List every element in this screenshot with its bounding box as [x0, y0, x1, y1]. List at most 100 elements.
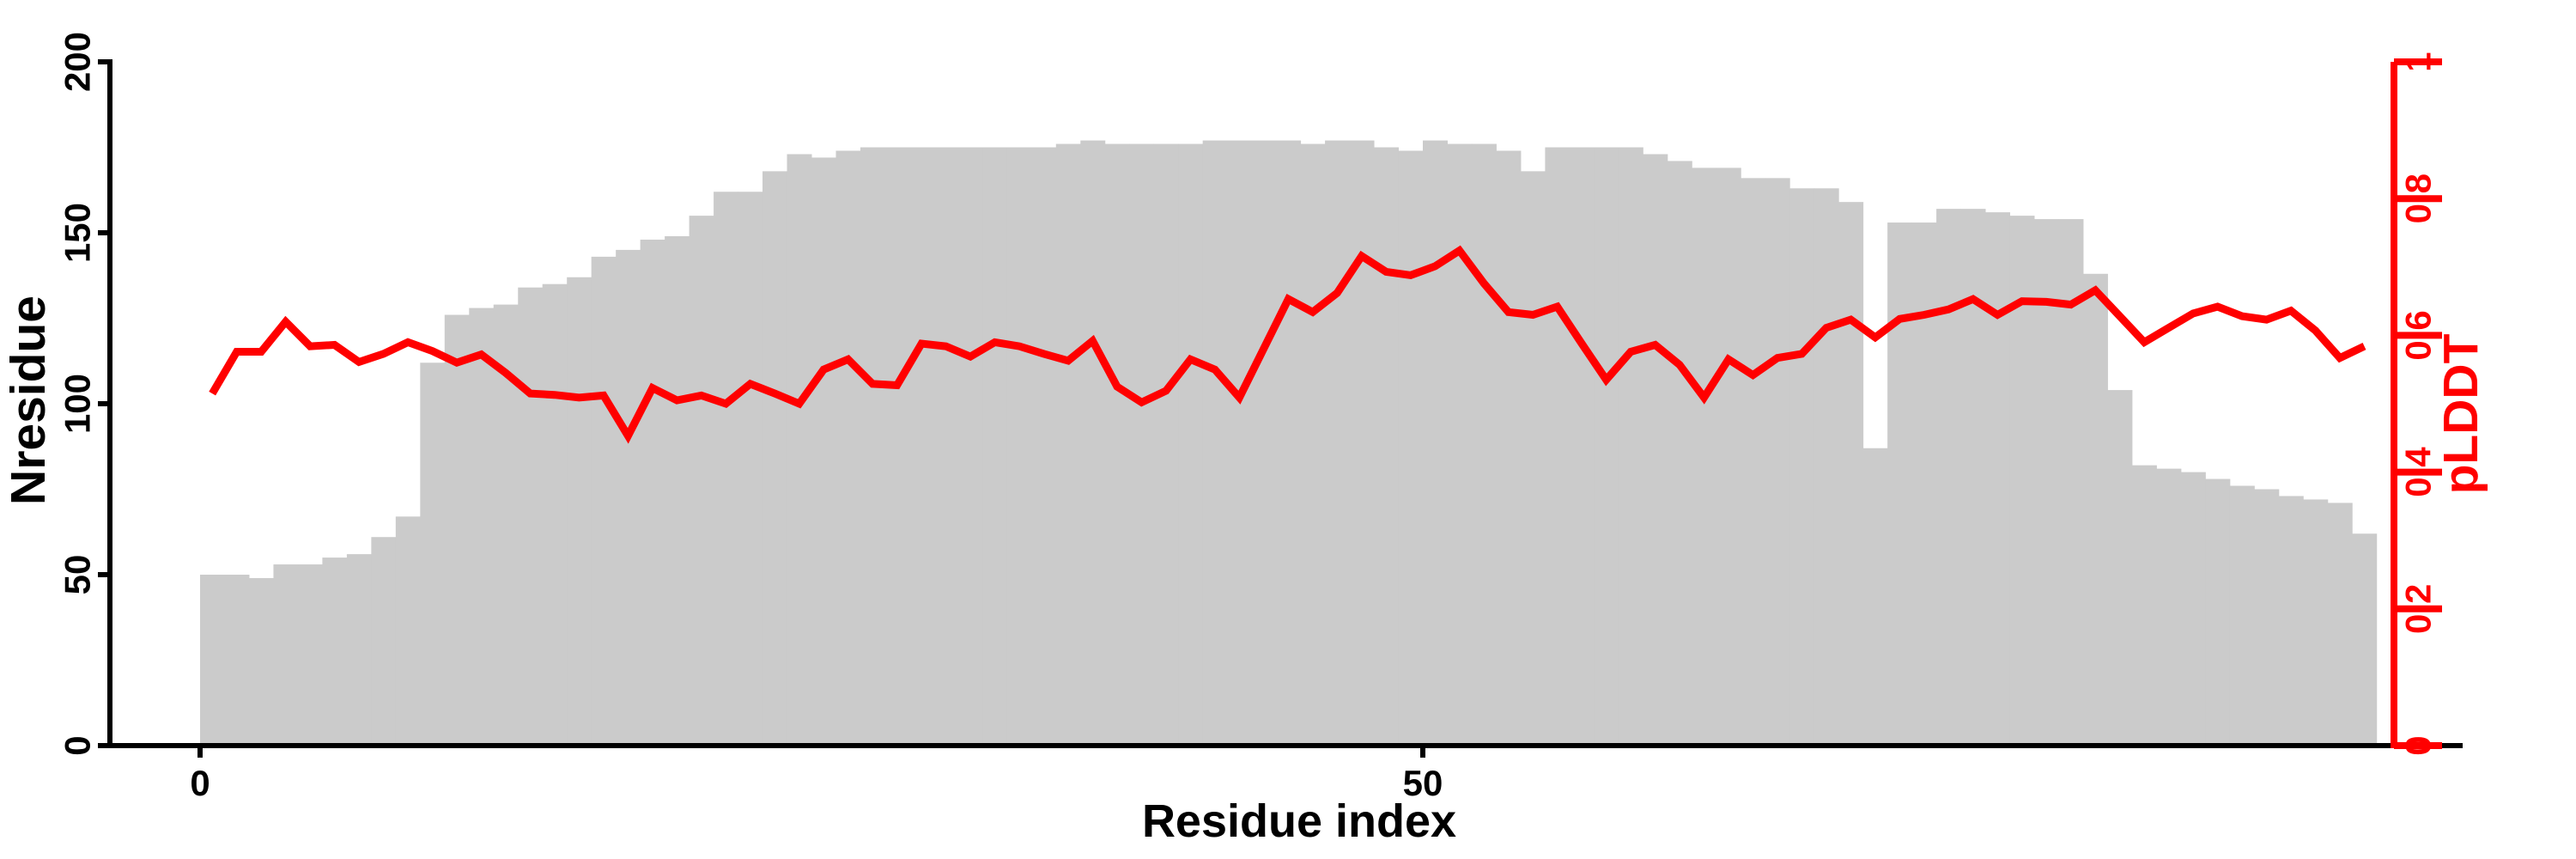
y-axis-title-right: pLDDT [2433, 333, 2488, 494]
bar [835, 150, 861, 746]
right-tick-label: 0.8 [2398, 174, 2439, 223]
bar [248, 577, 274, 746]
y-axis-title-left: Nresidue [1, 295, 56, 505]
bar [322, 557, 348, 746]
right-tick-label: 0 [2398, 735, 2439, 755]
bar [1911, 222, 1937, 746]
bar [1985, 212, 2011, 746]
bar [371, 537, 397, 746]
bar [1496, 150, 1522, 746]
bar [1765, 178, 1790, 746]
bar [714, 192, 739, 746]
bar [297, 564, 323, 746]
left-tick-label: 200 [58, 32, 98, 92]
bar [1960, 209, 1986, 746]
plddt-line [209, 245, 2366, 444]
bar [1887, 222, 1913, 746]
bar [395, 516, 421, 746]
right-tick-label: 0.6 [2398, 310, 2439, 360]
bar [1618, 147, 1643, 746]
bar [542, 283, 568, 746]
bar [2254, 489, 2280, 746]
bar [982, 147, 1008, 746]
bar [1129, 143, 1155, 746]
left-tick-label: 150 [58, 203, 98, 263]
bar [1202, 140, 1228, 746]
right-axis: 0 0.2 0.4 0.6 0.8 1 [2391, 52, 2442, 756]
bar [567, 277, 592, 746]
bar [518, 287, 544, 746]
bar [1251, 140, 1277, 746]
bar [738, 192, 763, 746]
bar [665, 235, 690, 746]
bar [1838, 202, 1864, 746]
left-axis: 0 50 100 150 200 [58, 32, 112, 756]
bar [2034, 219, 2059, 746]
bar [1153, 143, 1179, 746]
left-tick-label: 100 [58, 374, 98, 434]
bar [1300, 143, 1326, 746]
bar [2156, 468, 2182, 746]
bar [1006, 147, 1032, 746]
bar [1325, 140, 1351, 746]
bar [1178, 143, 1204, 746]
bar [640, 239, 665, 746]
bar [1741, 178, 1766, 746]
bar [224, 575, 250, 746]
bar [860, 147, 885, 746]
bar [1814, 188, 1839, 746]
bar [1398, 150, 1424, 746]
bar [420, 362, 446, 746]
bar [1692, 168, 1717, 746]
bar [591, 256, 617, 746]
bar [2082, 273, 2108, 746]
bottom-axis: 0 50 [108, 743, 2463, 803]
bar [346, 554, 372, 746]
bar [1643, 154, 1668, 746]
bar [2205, 478, 2231, 746]
bar [2131, 465, 2157, 746]
bar [1594, 147, 1619, 746]
bar [957, 147, 983, 746]
bar [811, 157, 836, 746]
bar [1862, 448, 1888, 746]
bar [200, 575, 225, 746]
left-tick-label: 50 [58, 555, 98, 595]
bottom-tick-label: 50 [1403, 763, 1443, 803]
bar [1447, 143, 1473, 746]
bar [1520, 171, 1546, 746]
right-tick-label: 0.4 [2398, 447, 2439, 497]
bottom-tick-label: 0 [190, 763, 210, 803]
bar [1545, 147, 1571, 746]
bar [884, 147, 910, 746]
bar [1936, 209, 1962, 746]
bar [933, 147, 959, 746]
bar [2303, 499, 2329, 746]
bar [2107, 390, 2133, 746]
left-tick-label: 0 [58, 735, 98, 755]
bar [2278, 496, 2304, 746]
bar [908, 147, 934, 746]
bar [1789, 188, 1815, 746]
bar [1031, 147, 1057, 746]
bar [1374, 147, 1400, 746]
bar [1349, 140, 1375, 746]
bar-series [200, 140, 2378, 746]
bar [616, 249, 641, 746]
bar [2327, 503, 2353, 746]
bar [2352, 533, 2378, 746]
bar [1423, 140, 1448, 746]
bar [1667, 161, 1692, 746]
bar [469, 308, 495, 746]
bar [1055, 143, 1081, 746]
bar [1471, 143, 1497, 746]
bar [1104, 143, 1130, 746]
bar [2229, 485, 2255, 746]
bar [1080, 140, 1106, 746]
bar [1716, 168, 1741, 746]
bar [787, 154, 812, 746]
bar [273, 564, 299, 746]
bar [1569, 147, 1595, 746]
